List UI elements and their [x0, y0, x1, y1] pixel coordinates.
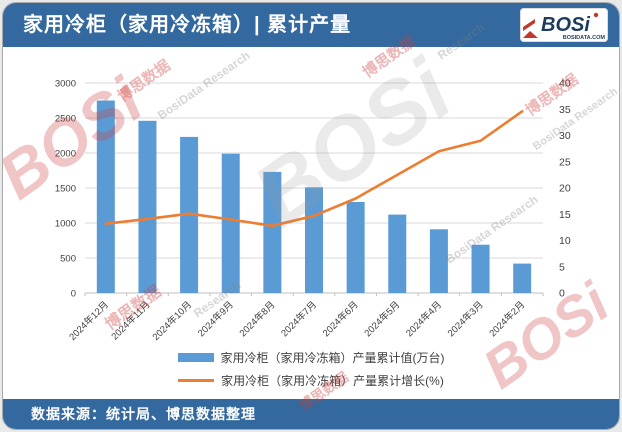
data-source-text: 数据来源：统计局、博思数据整理	[31, 406, 256, 422]
left-axis-tick: 2000	[55, 149, 76, 160]
bosi-logo: BOSi BOSIDATA.COM	[520, 8, 608, 42]
x-axis-label: 2024年11月	[109, 299, 153, 343]
bar-2024年2月	[513, 263, 532, 293]
right-axis-tick: 30	[559, 130, 571, 142]
chart-legend: 家用冷柜（家用冷冻箱）产量累计值(万台) 家用冷柜（家用冷冻箱）产量累计增长(%…	[3, 349, 619, 389]
left-axis-tick: 1500	[55, 184, 76, 195]
x-axis-label: 2024年3月	[445, 299, 486, 340]
left-axis-tick: 2500	[55, 114, 76, 125]
bar-series-swatch	[177, 353, 214, 362]
x-axis-label: 2024年10月	[150, 299, 194, 343]
x-axis-label: 2024年8月	[237, 299, 278, 340]
x-axis-label: 2024年5月	[362, 299, 403, 340]
footer-banner: 数据来源：统计局、博思数据整理	[3, 399, 619, 429]
x-axis-label: 2024年4月	[403, 299, 444, 340]
right-axis-tick: 10	[559, 235, 571, 247]
left-axis-tick: 3000	[55, 79, 76, 90]
bar-2024年5月	[388, 214, 407, 293]
right-axis-tick: 5	[559, 261, 565, 273]
line-series-label: 家用冷柜（家用冷冻箱）产量累计增长(%)	[221, 374, 444, 388]
right-axis-tick: 40	[559, 78, 571, 90]
bar-2024年8月	[263, 171, 282, 293]
right-axis-tick: 35	[559, 104, 571, 116]
bar-2024年11月	[138, 120, 157, 293]
right-axis-tick: 15	[559, 209, 571, 221]
page-title: 家用冷柜（家用冷冻箱）| 累计产量	[23, 14, 352, 36]
bar-2024年6月	[346, 202, 365, 293]
left-axis-tick: 1000	[55, 219, 76, 230]
left-axis-tick: 0	[71, 289, 76, 300]
right-axis-tick: 20	[559, 183, 571, 195]
combo-chart: 0 500 1000 1500 2000 2500 3000 0 5 10 15 20 25 30 35 40…	[55, 78, 571, 343]
bosi-logo-graphic: BOSi BOSIDATA.COM	[523, 12, 606, 41]
x-axis-label: 2024年7月	[279, 299, 320, 340]
bar-2024年9月	[221, 153, 240, 293]
legend-item-bars: 家用冷柜（家用冷冻箱）产量累计值(万台)	[177, 349, 445, 366]
bar-2024年3月	[471, 244, 490, 293]
x-axis-label: 2024年9月	[195, 299, 236, 340]
legend-item-line: 家用冷柜（家用冷冻箱）产量累计增长(%)	[178, 372, 444, 389]
bar-series-label: 家用冷柜（家用冷冻箱）产量累计值(万台)	[220, 351, 445, 365]
logo-brand-text: BOSi	[541, 14, 590, 36]
left-axis-tick: 500	[60, 254, 76, 265]
logo-red-triangle	[523, 31, 538, 38]
x-axis-label: 2024年6月	[320, 299, 361, 340]
header-banner: 家用冷柜（家用冷冻箱）| 累计产量 BOSi BOSIDATA.COM	[3, 3, 619, 47]
logo-i-dot	[593, 12, 599, 18]
line-series-swatch	[178, 379, 215, 382]
logo-red-slash	[523, 19, 535, 31]
logo-site-text: BOSIDATA.COM	[563, 35, 606, 41]
bar-2024年12月	[96, 100, 115, 293]
bar-2024年7月	[305, 187, 323, 293]
right-axis-tick: 25	[559, 156, 571, 168]
x-axis-label: 2024年2月	[487, 299, 528, 340]
growth-line	[104, 110, 524, 228]
x-axis-label: 2024年12月	[67, 299, 111, 343]
bar-2024年4月	[429, 229, 448, 293]
right-axis-tick: 0	[559, 288, 565, 300]
